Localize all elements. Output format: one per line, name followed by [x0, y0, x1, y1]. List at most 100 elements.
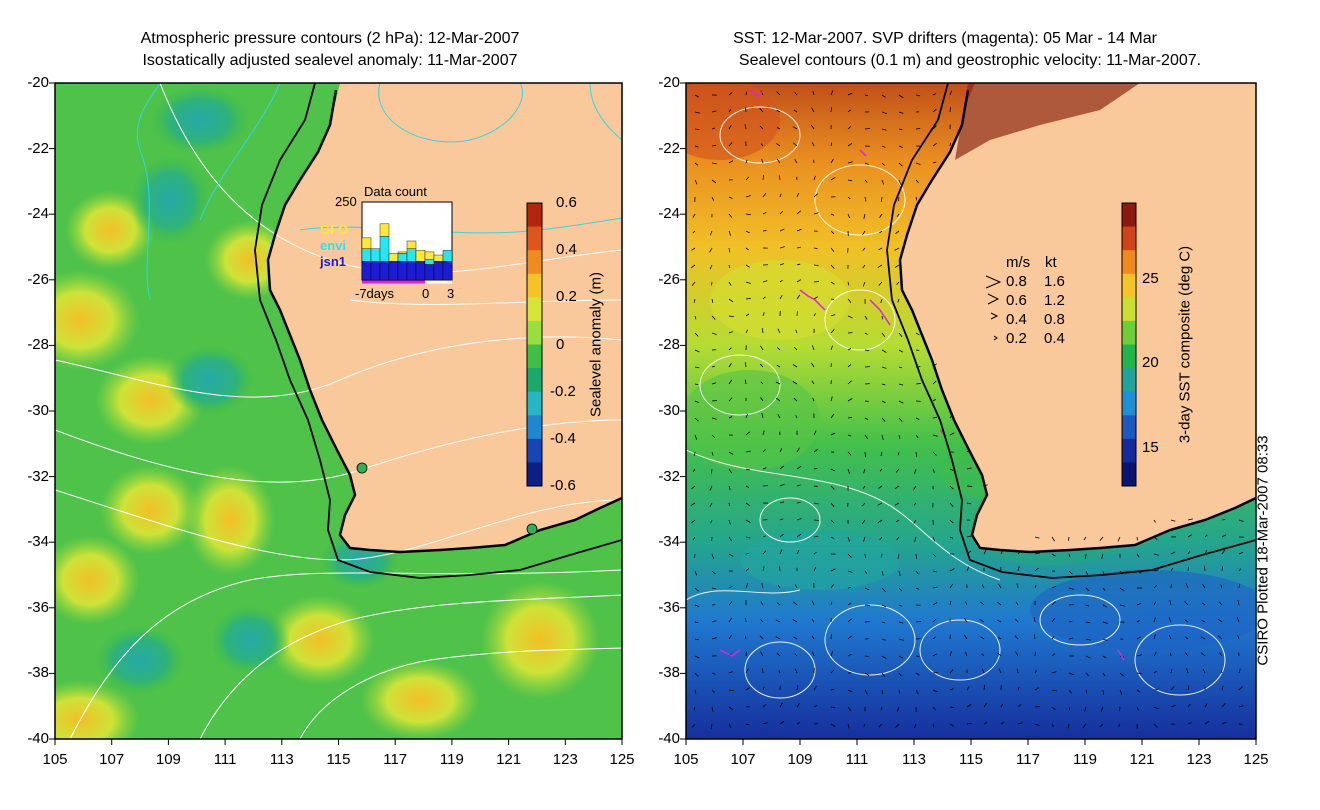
velocity-arrow: [966, 686, 970, 691]
inset-bar-jsn1: [442, 261, 453, 281]
inset-bar-jsn1: [415, 261, 426, 281]
velocity-arrow: [813, 281, 819, 283]
velocity-arrow: [847, 380, 852, 385]
velocity-arrow: [691, 519, 696, 524]
velocity-legend-kt: 1.6: [1044, 273, 1065, 290]
velocity-arrow: [863, 536, 866, 542]
velocity-arrow: [709, 247, 713, 253]
velocity-arrow: [1068, 689, 1072, 694]
left-shelf-line: [254, 83, 622, 579]
velocity-arrow: [1236, 617, 1240, 623]
velocity-arrow: [1102, 587, 1106, 591]
velocity-arrow: [779, 228, 785, 232]
velocity-arrow: [1238, 551, 1244, 555]
velocity-arrow: [728, 635, 732, 640]
velocity-arrow: [1204, 534, 1208, 538]
velocity-arrow: [847, 298, 852, 303]
velocity-arrow: [915, 383, 922, 385]
velocity-arrow: [1219, 652, 1223, 657]
velocity-arrow: [949, 90, 953, 96]
velocity-arrow: [966, 566, 970, 572]
velocity-arrow: [915, 672, 920, 676]
velocity-arrow: [812, 397, 815, 402]
velocity-arrow: [898, 179, 902, 185]
velocity-arrow: [830, 706, 836, 709]
velocity-arrow: [998, 583, 1002, 589]
velocity-arrow: [796, 702, 801, 708]
velocity-arrow: [775, 381, 781, 385]
velocity-arrow: [932, 672, 938, 674]
inset-bar-gfo: [424, 251, 435, 260]
velocity-arrow: [880, 553, 883, 558]
velocity-arrow: [965, 601, 968, 606]
velocity-arrow: [881, 417, 886, 422]
velocity-arrow: [760, 397, 764, 402]
velocity-arrow: [847, 213, 851, 219]
velocity-arrow: [966, 467, 972, 470]
velocity-arrow: [776, 109, 781, 113]
velocity-arrow: [759, 635, 764, 640]
velocity-arrow: [1034, 552, 1040, 555]
inset-ymax-label: 250: [335, 194, 357, 209]
velocity-arrow: [949, 723, 955, 727]
velocity-arrow: [915, 434, 919, 439]
velocity-arrow: [694, 570, 698, 576]
velocity-arrow: [745, 298, 751, 300]
velocity-arrow: [1153, 569, 1159, 572]
velocity-arrow: [711, 162, 717, 165]
velocity-arrow: [711, 332, 717, 336]
velocity-arrow: [745, 159, 748, 164]
velocity-arrow: [761, 328, 764, 334]
left-colorbar-tick: 0.4: [556, 241, 577, 259]
velocity-arrow: [745, 686, 751, 691]
inset-bar-jsn1: [397, 261, 408, 281]
velocity-arrow: [847, 92, 853, 96]
velocity-arrow: [980, 636, 985, 640]
colorbar-swatch: [527, 368, 542, 393]
velocity-arrow: [1168, 617, 1172, 623]
velocity-arrow: [864, 689, 868, 695]
inset-legend-envi: envi: [320, 238, 347, 253]
velocity-arrow: [932, 93, 937, 96]
velocity-arrow: [794, 159, 798, 164]
velocity-arrow: [710, 230, 713, 236]
velocity-arrow: [847, 468, 850, 474]
velocity-arrow: [761, 583, 764, 589]
left-x-tick: 123: [552, 751, 578, 768]
velocity-arrow: [894, 502, 900, 506]
velocity-arrow: [847, 570, 853, 573]
inset-title: Data count: [364, 184, 427, 199]
velocity-arrow: [830, 468, 835, 472]
inset-xlabel-zero: 0: [422, 286, 430, 301]
velocity-arrow: [1187, 704, 1191, 708]
colorbar-swatch: [1122, 462, 1136, 487]
velocity-arrow: [692, 536, 696, 541]
inset-bar-gfo: [406, 240, 417, 250]
velocity-arrow: [915, 417, 920, 420]
velocity-arrow: [1201, 602, 1206, 606]
velocity-arrow: [691, 485, 696, 490]
velocity-arrow: [1083, 536, 1087, 541]
left-x-tick: 109: [155, 751, 181, 768]
velocity-arrow: [949, 519, 954, 524]
velocity-arrow: [830, 328, 835, 334]
velocity-arrow: [1220, 584, 1223, 589]
velocity-arrow: [811, 142, 815, 147]
velocity-arrow: [1015, 601, 1019, 606]
velocity-arrow: [1119, 689, 1123, 695]
left-y-tick: -38: [27, 664, 49, 682]
velocity-arrow: [693, 451, 696, 457]
velocity-arrow: [932, 689, 938, 693]
inset-bar-gfo: [433, 254, 444, 262]
velocity-arrow: [796, 279, 802, 283]
velocity-arrow: [881, 434, 884, 440]
axis-tick-marks: [49, 82, 1257, 745]
velocity-arrow: [898, 196, 900, 202]
velocity-arrow: [932, 586, 938, 589]
velocity-arrow: [1187, 551, 1191, 555]
velocity-arrow: [932, 108, 937, 113]
velocity-arrow: [878, 723, 883, 728]
velocity-arrow: [1170, 652, 1172, 657]
velocity-legend-ms: 0.2: [1006, 330, 1027, 347]
velocity-arrow: [864, 553, 866, 559]
